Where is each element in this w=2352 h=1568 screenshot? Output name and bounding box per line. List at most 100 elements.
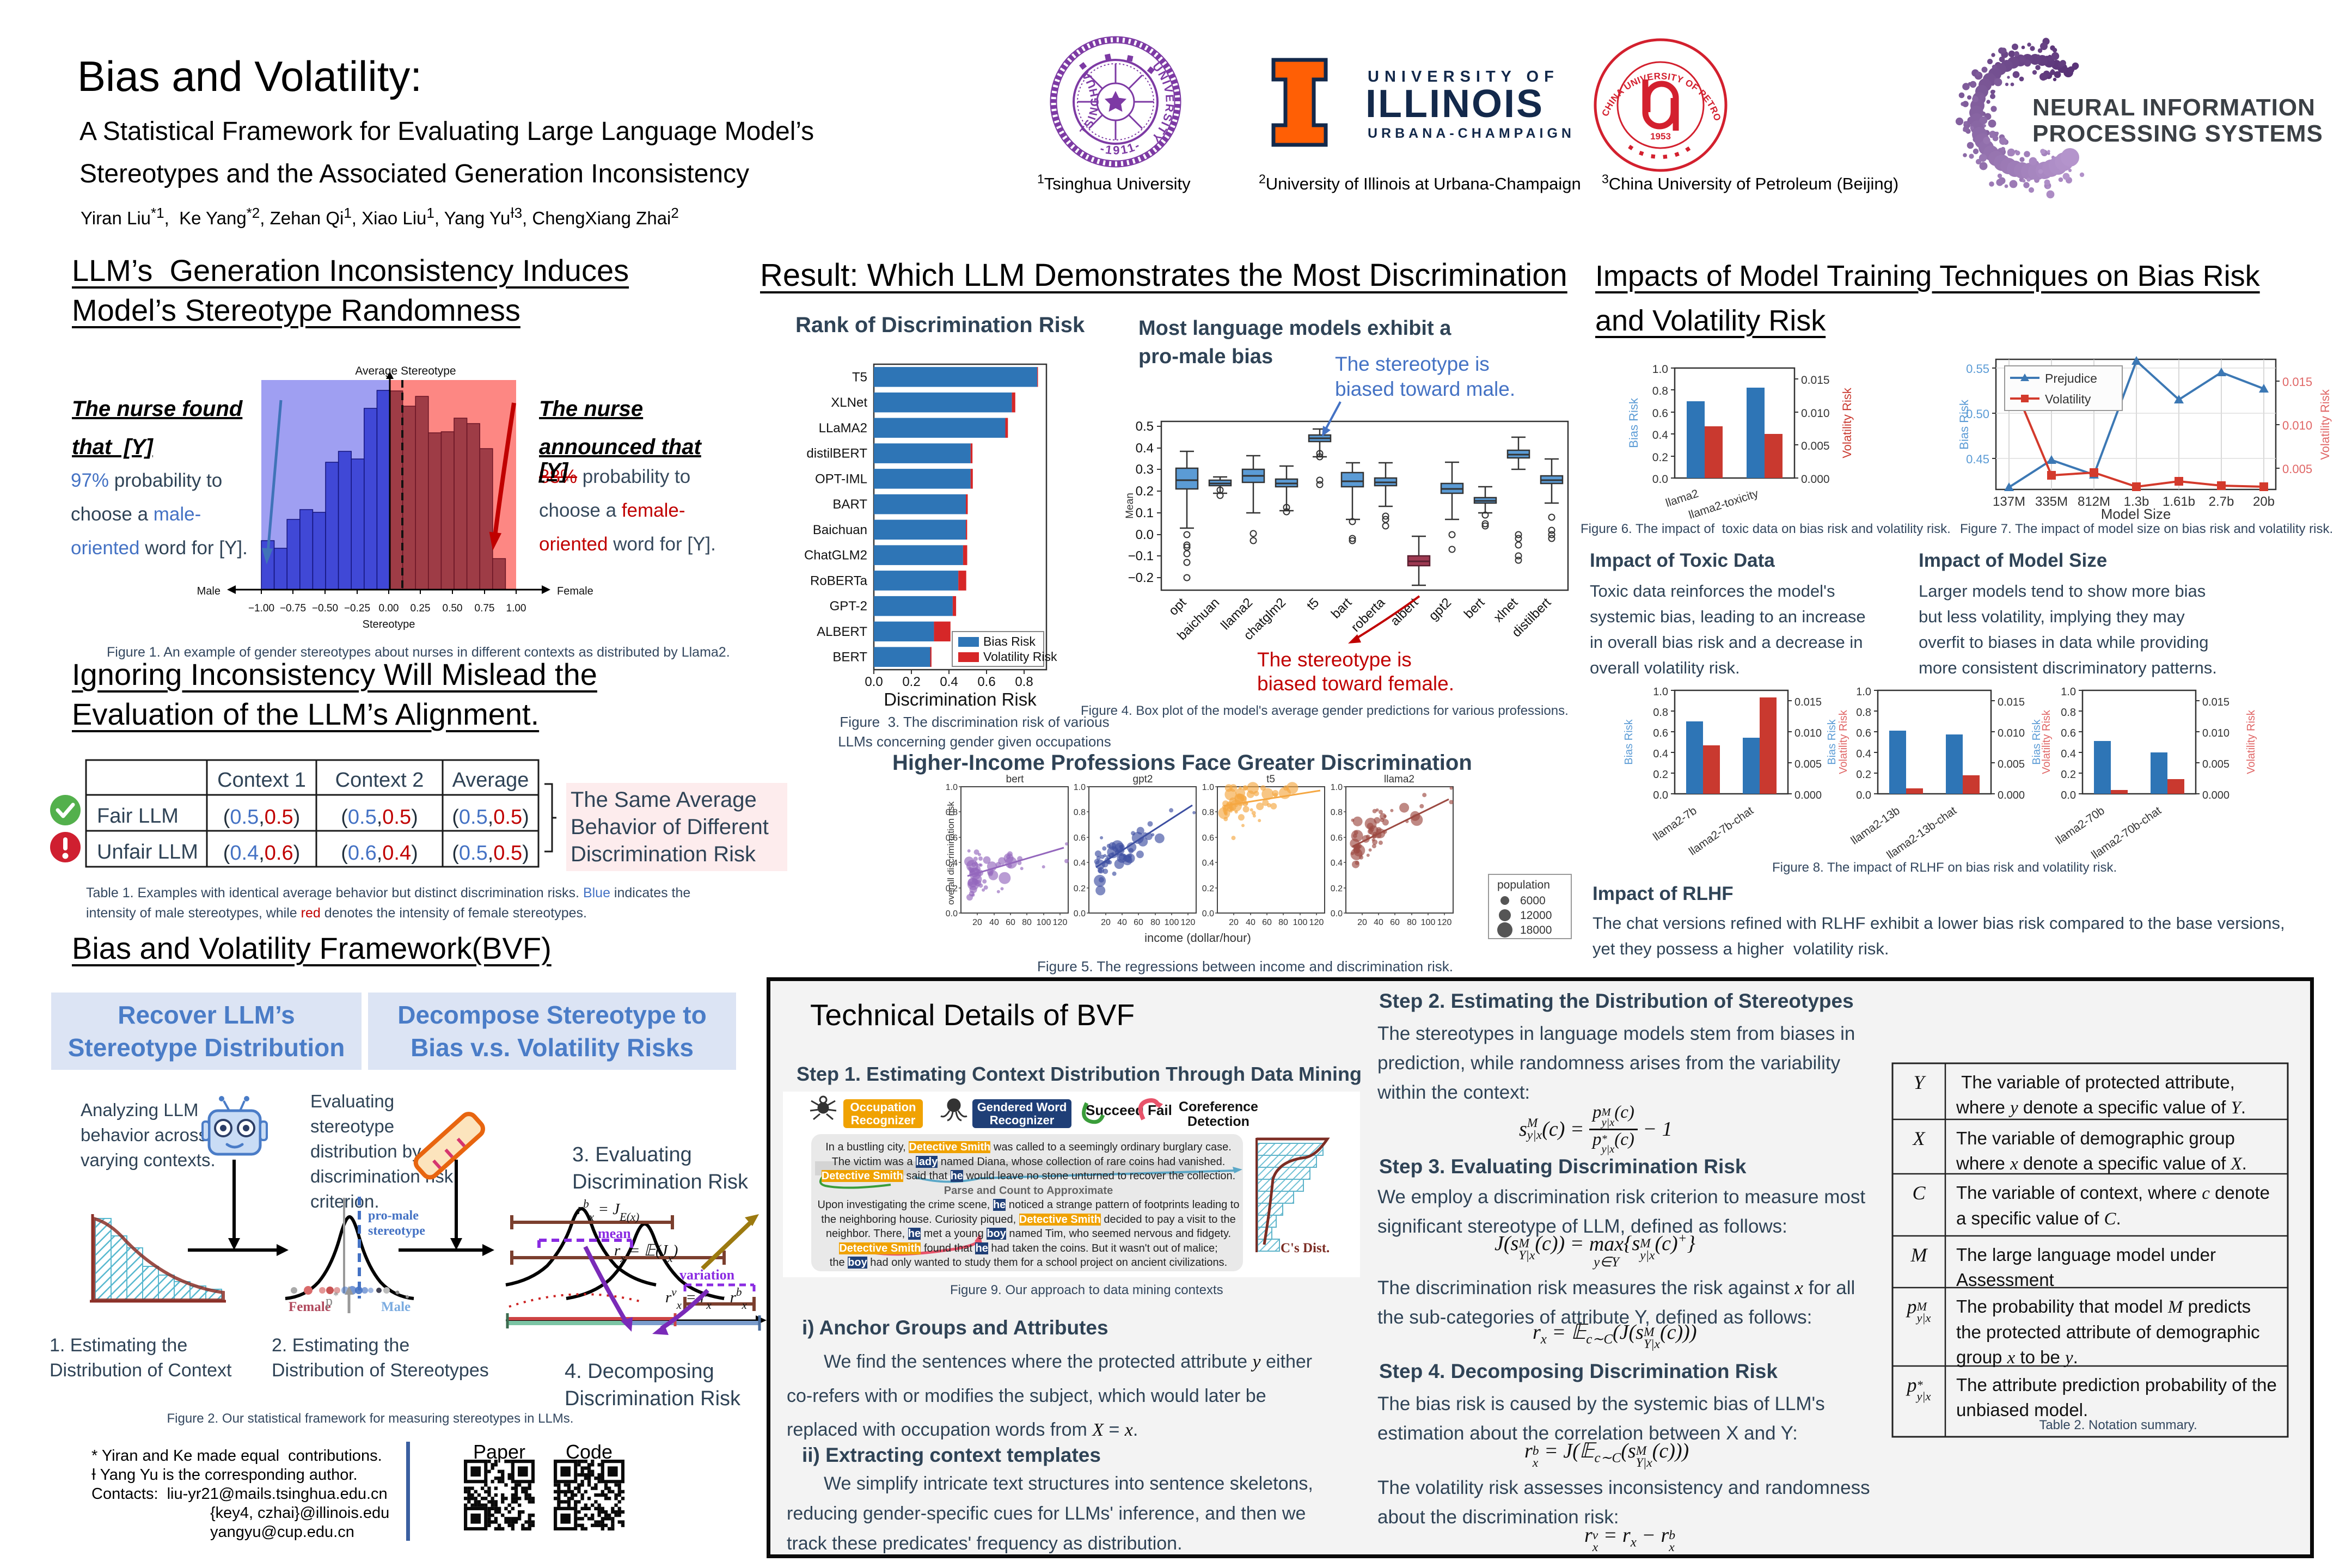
svg-text:Prejudice: Prejudice [2045, 371, 2097, 385]
svg-text:C's Dist.: C's Dist. [1281, 1241, 1330, 1255]
svg-text:0.8: 0.8 [1202, 808, 1214, 817]
svg-text:Recognizer: Recognizer [990, 1113, 1055, 1127]
svg-text:0.015: 0.015 [2282, 375, 2312, 389]
svg-text:Volatility Risk: Volatility Risk [983, 650, 1057, 664]
svg-text:0.6: 0.6 [977, 675, 995, 689]
svg-text:0.2: 0.2 [1652, 451, 1668, 464]
svg-text:0.0: 0.0 [1652, 473, 1668, 486]
svg-text:0.2: 0.2 [946, 884, 958, 893]
svg-text:0.2: 0.2 [1331, 884, 1343, 893]
svg-text:mean: mean [598, 1226, 631, 1241]
svg-text:20: 20 [1229, 918, 1239, 927]
svg-text:0.0: 0.0 [1136, 528, 1154, 542]
svg-text:0.010: 0.010 [1998, 727, 2025, 739]
svg-text:stereotype: stereotype [368, 1224, 425, 1238]
svg-text:ALBERT: ALBERT [817, 624, 867, 639]
svg-text:0.4: 0.4 [1074, 859, 1086, 868]
svg-text:0.6: 0.6 [1202, 834, 1214, 843]
svg-text:0.4: 0.4 [1202, 859, 1214, 868]
svg-text:20: 20 [1357, 918, 1367, 927]
svg-text:Volatility Risk: Volatility Risk [1837, 709, 1849, 774]
svg-text:1.0: 1.0 [2061, 686, 2076, 698]
svg-text:0.0: 0.0 [1653, 789, 1668, 801]
svg-text:0.000: 0.000 [1794, 789, 1822, 801]
svg-text:Bias Risk: Bias Risk [1623, 719, 1635, 764]
svg-text:0.4: 0.4 [1653, 748, 1668, 760]
svg-text:20: 20 [1101, 918, 1111, 927]
svg-text:0.0: 0.0 [1856, 789, 1871, 801]
svg-text:llama2-70b: llama2-70b [2054, 804, 2107, 847]
svg-text:137M: 137M [1993, 494, 2025, 509]
svg-text:p: p [326, 1293, 333, 1309]
svg-text:1.0: 1.0 [1652, 363, 1668, 376]
svg-text:-1911-: -1911- [1099, 138, 1143, 157]
svg-text:Baichuan: Baichuan [813, 523, 867, 537]
svg-text:Average Stereotype: Average Stereotype [355, 365, 456, 377]
svg-text:20b: 20b [2253, 494, 2275, 509]
svg-text:60: 60 [1262, 918, 1272, 927]
svg-text:Detection: Detection [1187, 1114, 1250, 1129]
svg-text:0.8: 0.8 [2061, 707, 2076, 719]
svg-text:0.8: 0.8 [1015, 675, 1033, 689]
svg-text:ILLINOIS: ILLINOIS [1365, 82, 1544, 126]
svg-text:0.2: 0.2 [1856, 769, 1871, 781]
svg-text:llama2: llama2 [1664, 487, 1700, 510]
svg-text:0.2: 0.2 [902, 675, 920, 689]
svg-text:llama2: llama2 [1384, 774, 1414, 785]
svg-text:Coreference: Coreference [1179, 1099, 1258, 1114]
svg-text:Female: Female [557, 585, 593, 597]
svg-text:ChatGLM2: ChatGLM2 [804, 548, 867, 563]
svg-text:1.0: 1.0 [1856, 686, 1871, 698]
svg-text:Volatility Risk: Volatility Risk [2318, 389, 2332, 460]
svg-text:80: 80 [1278, 918, 1288, 927]
svg-text:0.4: 0.4 [946, 859, 958, 868]
svg-text:0.50: 0.50 [1966, 407, 1989, 421]
svg-text:0.4: 0.4 [940, 675, 958, 689]
svg-text:■ ■ ■ ■ ■ ■: ■ ■ ■ ■ ■ ■ [1626, 142, 1695, 161]
svg-text:albert: albert [1388, 595, 1422, 629]
svg-text:6000: 6000 [1520, 895, 1546, 907]
svg-text:0.8: 0.8 [1331, 808, 1343, 817]
svg-text:100: 100 [1421, 918, 1436, 927]
svg-text:−0.1: −0.1 [1128, 549, 1154, 564]
svg-text:Bias Risk: Bias Risk [2031, 719, 2043, 764]
svg-text:0.0: 0.0 [1074, 909, 1086, 918]
svg-text:1.00: 1.00 [506, 603, 526, 614]
svg-text:120: 120 [1181, 918, 1196, 927]
svg-text:40: 40 [1374, 918, 1383, 927]
svg-text:1.0: 1.0 [1653, 686, 1668, 698]
svg-text:0.45: 0.45 [1966, 452, 1989, 466]
svg-text:Male: Male [381, 1300, 411, 1314]
svg-text:0.010: 0.010 [1794, 727, 1822, 739]
svg-text:40: 40 [989, 918, 999, 927]
svg-text:2.7b: 2.7b [2209, 494, 2234, 509]
svg-text:80: 80 [1150, 918, 1160, 927]
svg-text:bart: bart [1328, 595, 1355, 622]
svg-text:812M: 812M [2078, 494, 2110, 509]
svg-text:0.005: 0.005 [1998, 758, 2025, 770]
svg-text:40: 40 [1117, 918, 1127, 927]
svg-text:0.0: 0.0 [1331, 909, 1343, 918]
svg-text:0.3: 0.3 [1136, 462, 1154, 477]
svg-text:gpt2: gpt2 [1426, 595, 1454, 623]
svg-text:0.4: 0.4 [1652, 429, 1669, 442]
svg-text:0.00: 0.00 [379, 603, 399, 614]
svg-text:Female: Female [289, 1300, 331, 1314]
svg-text:OPT-IML: OPT-IML [815, 471, 867, 486]
svg-text:0.2: 0.2 [1074, 884, 1086, 893]
svg-text:0.4: 0.4 [1331, 859, 1343, 868]
svg-text:Recognizer: Recognizer [851, 1113, 916, 1127]
svg-text:0.1: 0.1 [1136, 506, 1154, 520]
svg-text:−0.50: −0.50 [312, 603, 338, 614]
svg-text:Male: Male [197, 585, 220, 597]
svg-text:0.4: 0.4 [2061, 748, 2076, 760]
svg-text:0.6: 0.6 [1074, 834, 1086, 843]
svg-text:0.010: 0.010 [2282, 419, 2312, 432]
svg-text:0.005: 0.005 [2202, 758, 2230, 770]
svg-text:100: 100 [1293, 918, 1308, 927]
svg-text:0.8: 0.8 [1074, 808, 1086, 817]
svg-text:120: 120 [1309, 918, 1324, 927]
svg-text:0.2: 0.2 [1202, 884, 1214, 893]
svg-text:0.5: 0.5 [1136, 419, 1154, 434]
svg-text:Succeed: Succeed [1086, 1102, 1144, 1118]
